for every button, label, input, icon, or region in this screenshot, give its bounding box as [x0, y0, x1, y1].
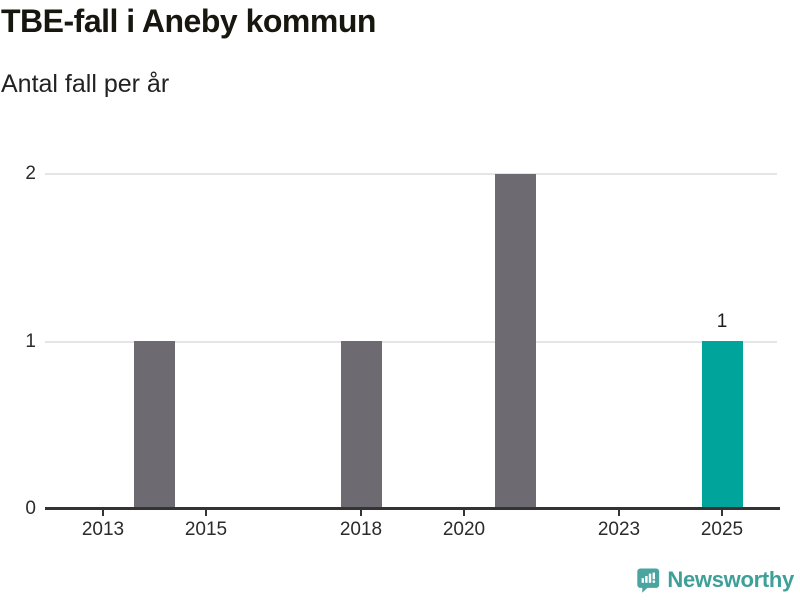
x-axis-tick-2018	[360, 509, 362, 516]
brand-name: Newsworthy	[667, 567, 794, 592]
x-axis-tick-label: 2013	[81, 519, 125, 540]
bar-2021	[495, 174, 536, 509]
chart-subtitle: Antal fall per år	[1, 70, 170, 98]
x-axis-tick-label: 2025	[700, 519, 744, 540]
bar-2014	[134, 341, 175, 509]
x-axis-tick-label: 2018	[339, 519, 383, 540]
x-axis-tick-2025	[721, 509, 723, 516]
x-axis-tick-2015	[205, 509, 207, 516]
x-axis-line	[45, 507, 780, 510]
x-axis-tick-2023	[618, 509, 620, 516]
gridline-y-2	[45, 173, 777, 175]
gridline-y-1	[45, 340, 777, 343]
x-axis-tick-label: 2015	[184, 519, 228, 540]
x-axis-tick-label: 2023	[597, 519, 641, 540]
y-axis-tick-label: 0	[25, 498, 36, 519]
x-axis-tick-2020	[463, 509, 465, 516]
bar-2018	[341, 341, 382, 509]
bar-2025	[702, 341, 743, 509]
y-axis-tick-label: 2	[25, 163, 36, 184]
x-axis-tick-2013	[102, 509, 104, 516]
newsworthy-logo-icon	[637, 568, 660, 593]
brand-footer: Newsworthy	[637, 567, 794, 593]
chart-title: TBE-fall i Aneby kommun	[1, 3, 376, 39]
y-axis-tick-label: 1	[25, 330, 36, 352]
bar-value-label: 1	[716, 311, 728, 332]
x-axis-tick-label: 2020	[442, 519, 486, 540]
